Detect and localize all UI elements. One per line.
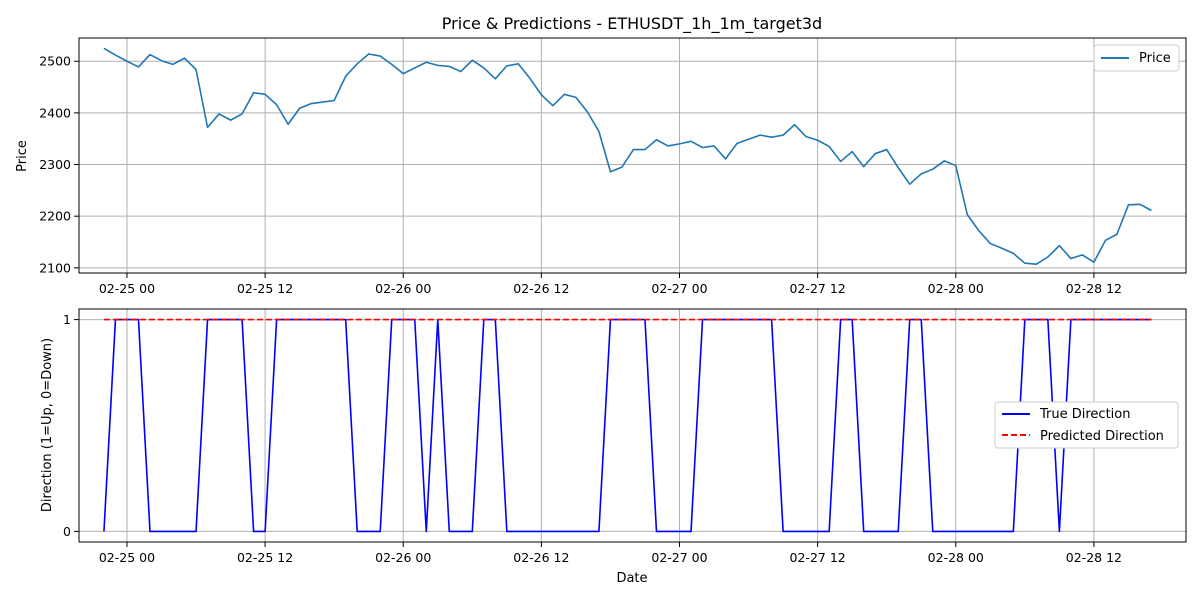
direction-plot-frame xyxy=(78,308,1187,543)
price-x-tick-label: 02-26 12 xyxy=(513,281,569,296)
direction-x-tick-label: 02-27 00 xyxy=(651,550,707,565)
true-direction-line xyxy=(103,318,1152,533)
price-y-tick-label: 2100 xyxy=(39,260,71,275)
direction-x-tick-label: 02-28 00 xyxy=(928,550,984,565)
price-y-tick-label: 2200 xyxy=(39,209,71,224)
predicted-direction-legend-label: Predicted Direction xyxy=(1040,429,1164,444)
direction-x-axis-label: Date xyxy=(616,571,647,586)
direction-x-tick-label: 02-28 12 xyxy=(1066,550,1122,565)
price-series-layer xyxy=(103,47,1152,266)
direction-x-tick-label: 02-26 12 xyxy=(513,550,569,565)
direction-x-tick-label: 02-27 12 xyxy=(790,550,846,565)
price-legend-box xyxy=(1093,44,1180,72)
direction-legend: True Direction Predicted Direction xyxy=(994,401,1179,449)
direction-y-axis-label: Direction (1=Up, 0=Down) xyxy=(40,338,55,512)
price-y-tick-label: 2500 xyxy=(39,54,71,69)
price-x-tick-label: 02-28 12 xyxy=(1066,281,1122,296)
price-panel: Price & Predictions - ETHUSDT_1h_1m_targ… xyxy=(15,14,1187,296)
true-direction-legend-label: True Direction xyxy=(1039,407,1130,422)
price-y-tick-label: 2400 xyxy=(39,105,71,120)
direction-x-tick-label: 02-25 00 xyxy=(99,550,155,565)
direction-y-tick-label: 0 xyxy=(63,524,71,539)
price-legend-label: Price xyxy=(1139,51,1171,66)
price-x-tick-label: 02-27 12 xyxy=(790,281,846,296)
price-x-tick-label: 02-26 00 xyxy=(375,281,431,296)
price-plot-frame xyxy=(78,37,1187,274)
price-ticks: 02-25 00 02-25 12 02-26 00 02-26 12 02-27 00… xyxy=(39,54,1122,296)
price-x-tick-label: 02-27 00 xyxy=(651,281,707,296)
direction-x-tick-label: 02-26 00 xyxy=(375,550,431,565)
price-x-tick-label: 02-25 00 xyxy=(99,281,155,296)
price-chart-title: Price & Predictions - ETHUSDT_1h_1m_targ… xyxy=(442,14,822,34)
price-x-tick-label: 02-25 12 xyxy=(237,281,293,296)
direction-y-tick-label: 1 xyxy=(63,312,71,327)
direction-series-layer xyxy=(103,318,1152,533)
price-grid xyxy=(79,38,1186,273)
price-y-tick-label: 2300 xyxy=(39,157,71,172)
price-y-axis-label: Price xyxy=(15,140,30,172)
direction-panel: 02-25 00 02-25 12 02-26 00 02-26 12 02-27 00… xyxy=(40,308,1187,586)
direction-legend-box xyxy=(994,401,1179,449)
direction-x-tick-label: 02-25 12 xyxy=(237,550,293,565)
price-x-tick-label: 02-28 00 xyxy=(928,281,984,296)
price-line xyxy=(103,47,1152,266)
direction-ticks: 02-25 00 02-25 12 02-26 00 02-26 12 02-27 00… xyxy=(63,312,1122,565)
price-legend: Price xyxy=(1093,44,1180,72)
